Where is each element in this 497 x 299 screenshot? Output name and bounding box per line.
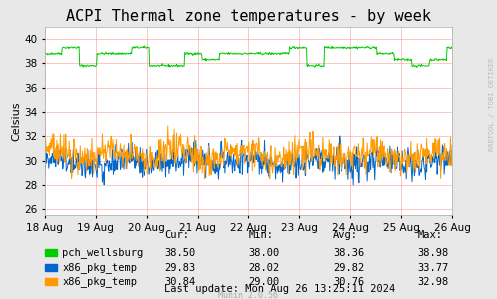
Text: 29.82: 29.82 [333,263,364,273]
Text: 32.98: 32.98 [417,277,449,287]
x86_pkg_temp [42,161,48,164]
pch_wellsburg [142,45,148,49]
Text: pch_wellsburg: pch_wellsburg [62,247,143,258]
Text: Max:: Max: [417,230,442,240]
Title: ACPI Thermal zone temperatures - by week: ACPI Thermal zone temperatures - by week [66,9,431,24]
x86_pkg_temp [449,149,455,152]
pch_wellsburg [157,64,163,67]
Text: Min:: Min: [248,230,273,240]
pch_wellsburg [449,45,455,48]
Text: x86_pkg_temp: x86_pkg_temp [62,276,137,287]
x86_pkg_temp [142,160,148,164]
Line: x86_pkg_temp: x86_pkg_temp [45,126,452,179]
Text: 29.00: 29.00 [248,277,280,287]
x86_pkg_temp [360,155,366,158]
Text: x86_pkg_temp: x86_pkg_temp [62,262,137,273]
x86_pkg_temp [201,177,207,181]
Text: 30.84: 30.84 [164,277,195,287]
x86_pkg_temp [449,143,455,147]
x86_pkg_temp [165,124,171,128]
Text: Cur:: Cur: [164,230,189,240]
x86_pkg_temp [311,139,317,143]
Text: 38.00: 38.00 [248,248,280,258]
x86_pkg_temp [310,164,316,167]
x86_pkg_temp [157,169,163,173]
x86_pkg_temp [42,173,48,176]
Line: x86_pkg_temp: x86_pkg_temp [45,136,452,185]
x86_pkg_temp [410,152,416,156]
Text: 33.77: 33.77 [417,263,449,273]
Text: 29.83: 29.83 [164,263,195,273]
x86_pkg_temp [171,127,177,131]
x86_pkg_temp [171,157,177,160]
pch_wellsburg [310,64,316,68]
pch_wellsburg [410,65,415,68]
Text: 30.76: 30.76 [333,277,364,287]
x86_pkg_temp [410,152,416,155]
pch_wellsburg [42,52,48,56]
Text: RRDTOOL / TOBI OETIKER: RRDTOOL / TOBI OETIKER [489,58,495,151]
x86_pkg_temp [337,134,343,138]
x86_pkg_temp [142,170,148,173]
Text: 28.02: 28.02 [248,263,280,273]
Text: 38.98: 38.98 [417,248,449,258]
Text: Munin 2.0.56: Munin 2.0.56 [219,291,278,299]
pch_wellsburg [171,65,177,68]
Text: 38.50: 38.50 [164,248,195,258]
pch_wellsburg [142,44,148,48]
Text: Avg:: Avg: [333,230,358,240]
x86_pkg_temp [157,168,163,171]
Line: pch_wellsburg: pch_wellsburg [45,46,452,68]
pch_wellsburg [414,66,419,69]
Text: 38.36: 38.36 [333,248,364,258]
Text: Last update: Mon Aug 26 13:25:11 2024: Last update: Mon Aug 26 13:25:11 2024 [164,283,395,294]
x86_pkg_temp [101,183,107,187]
x86_pkg_temp [360,136,366,140]
pch_wellsburg [359,46,365,49]
Y-axis label: Celsius: Celsius [11,101,21,141]
